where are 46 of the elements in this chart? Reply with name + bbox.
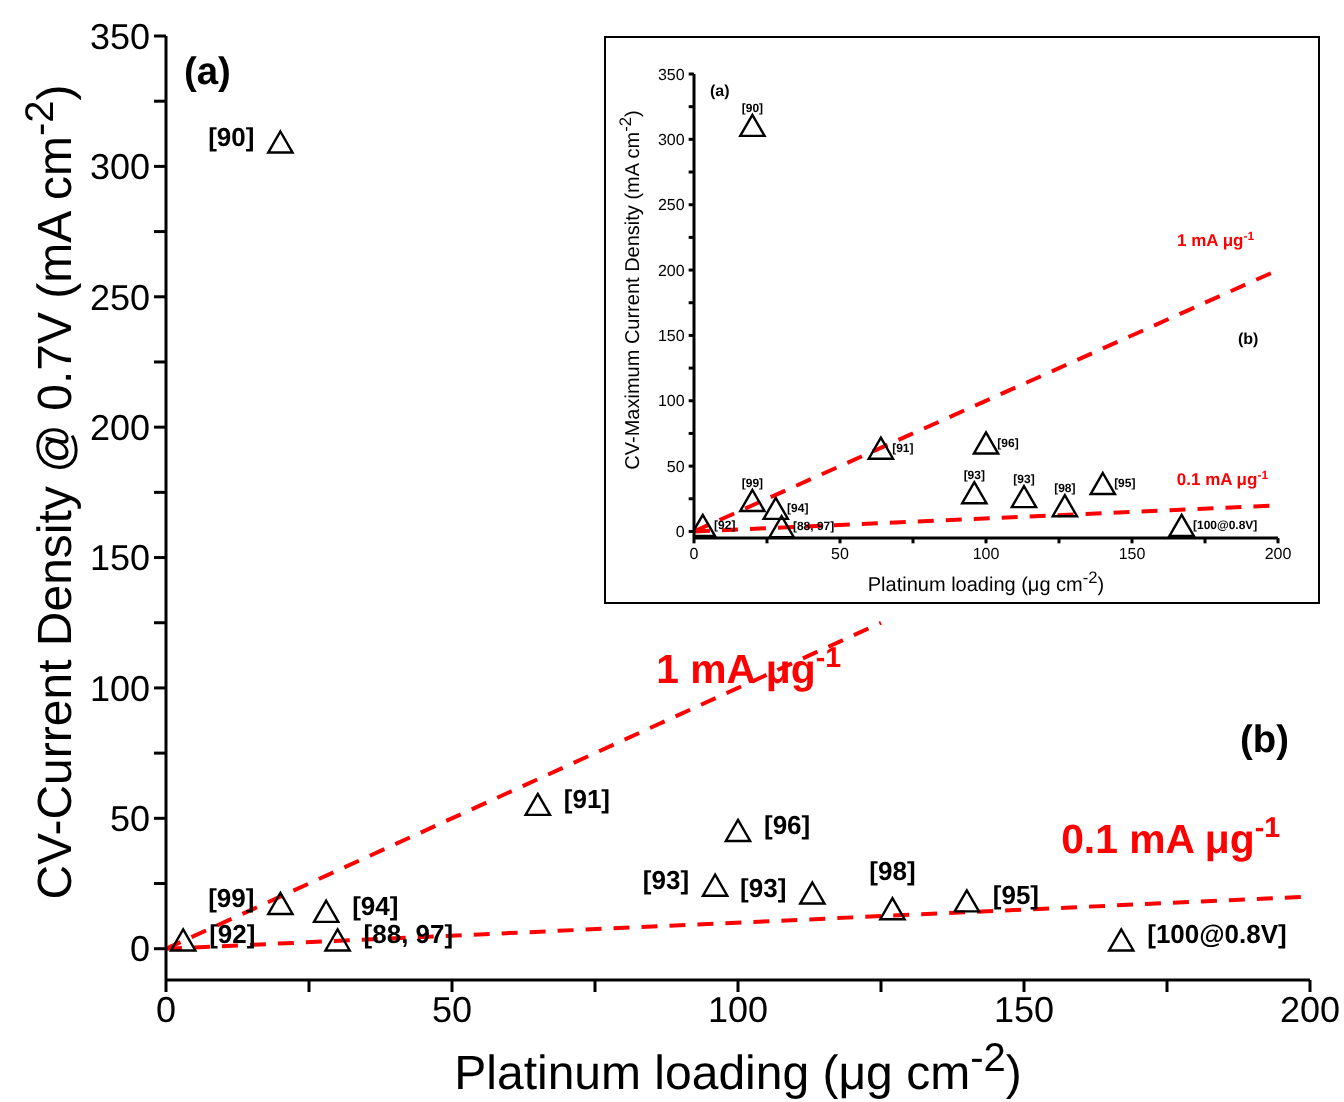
- x-tick-label: 0: [155, 989, 177, 1030]
- y-tick-label: 150: [657, 327, 686, 346]
- y-tick-label: 200: [89, 407, 150, 448]
- x-tick-label: 0: [689, 544, 700, 563]
- annotation: [93]: [740, 872, 787, 903]
- y-tick-label: 250: [89, 277, 150, 318]
- y-tick-label: 100: [657, 392, 686, 411]
- series-label: 1 mA μg$^{-1}$: [1176, 230, 1256, 251]
- x-tick-label: 50: [831, 544, 850, 563]
- annotation: [92]: [209, 919, 256, 950]
- annotation: [90]: [208, 121, 255, 152]
- y-tick-label: 50: [666, 457, 686, 476]
- y-tick-label: 200: [657, 261, 686, 280]
- y-tick-label: 300: [89, 147, 150, 188]
- x-tick-label: 100: [707, 989, 769, 1030]
- x-tick-label: 100: [972, 544, 1001, 563]
- annotation: (a): [710, 82, 730, 100]
- x-axis-title: Platinum loading (μg cm$^{-2}$): [867, 566, 1105, 598]
- series-label: 0.1 mA μg$^{-1}$: [1061, 812, 1281, 863]
- y-tick-label: 300: [657, 131, 686, 150]
- y-tick-label: 350: [657, 65, 686, 84]
- annotation: [100@0.8V]: [1147, 919, 1287, 950]
- y-tick-label: 250: [657, 196, 686, 215]
- annotation: [93]: [642, 864, 690, 895]
- series-label: 0.1 mA μg$^{-1}$: [1176, 469, 1270, 490]
- y-tick-label: 50: [109, 799, 150, 840]
- y-tick-label: 350: [89, 16, 150, 57]
- x-tick-label: 50: [431, 989, 473, 1030]
- annotation: (b): [1240, 720, 1289, 764]
- x-tick-label: 150: [993, 989, 1055, 1030]
- y-tick-label: 0: [129, 929, 150, 970]
- annotation: [96]: [764, 809, 811, 840]
- annotation: (b): [1238, 330, 1259, 348]
- annotation: (a): [184, 52, 231, 96]
- y-tick-label: 0: [675, 523, 686, 542]
- annotation: [91]: [563, 783, 611, 814]
- annotation: [99]: [208, 882, 255, 913]
- annotation: [94]: [352, 890, 399, 921]
- y-tick-label: 100: [89, 668, 150, 709]
- x-tick-label: 200: [1279, 989, 1341, 1030]
- x-tick-label: 200: [1264, 544, 1293, 563]
- series-label: 1 mA μg$^{-1}$: [656, 642, 842, 693]
- x-tick-label: 150: [1118, 544, 1147, 563]
- x-axis-title: Platinum loading (μg cm$^{-2}$): [454, 1037, 1022, 1102]
- annotation: [98]: [869, 856, 916, 887]
- annotation: [95]: [992, 880, 1040, 911]
